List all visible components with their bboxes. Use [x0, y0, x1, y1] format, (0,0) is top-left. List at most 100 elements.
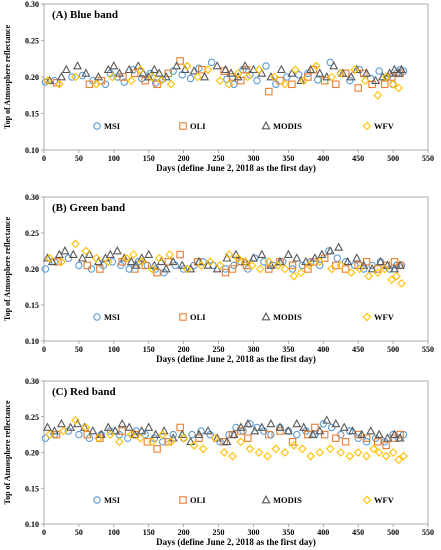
- data-point-oli: [265, 87, 273, 96]
- y-tick-label: 0.30: [25, 193, 39, 202]
- x-tick-label: 350: [282, 528, 294, 537]
- series-msi: [41, 58, 408, 89]
- data-point-wfv: [254, 448, 264, 457]
- data-point-wfv: [182, 264, 192, 274]
- data-point-modis: [396, 64, 406, 74]
- data-point-wfv: [219, 448, 229, 457]
- data-point-wfv: [71, 239, 80, 249]
- data-point-wfv: [355, 264, 364, 274]
- data-point-modis: [177, 429, 187, 438]
- data-point-modis: [112, 246, 122, 255]
- data-point-wfv: [296, 268, 306, 277]
- data-point-oli: [131, 69, 139, 78]
- data-point-oli: [153, 445, 161, 453]
- data-point-oli: [85, 80, 94, 89]
- y-tick-label: 0.25: [25, 413, 39, 422]
- data-point-msi: [120, 78, 129, 86]
- data-point-modis: [189, 66, 199, 75]
- data-point-wfv: [210, 433, 220, 443]
- legend-label: MODIS: [273, 121, 302, 131]
- data-point-oli: [311, 423, 319, 432]
- data-point-wfv: [179, 433, 189, 443]
- data-point-msi: [313, 76, 322, 84]
- data-point-oli: [320, 430, 329, 439]
- data-point-modis: [395, 433, 405, 442]
- data-point-oli: [195, 434, 203, 442]
- x-tick-label: 450: [352, 345, 364, 354]
- x-tick-label: 550: [422, 345, 434, 354]
- data-point-oli: [118, 427, 126, 435]
- x-tick-label: 50: [75, 528, 83, 537]
- data-point-modis: [240, 61, 250, 70]
- data-point-wfv: [205, 257, 215, 267]
- data-point-modis: [366, 426, 376, 435]
- data-point-wfv: [388, 79, 398, 89]
- data-point-wfv: [94, 433, 103, 443]
- data-point-wfv: [311, 61, 321, 71]
- legend-marker-oli: [179, 313, 187, 321]
- data-point-wfv: [353, 448, 363, 457]
- data-point-modis: [240, 256, 250, 266]
- data-point-wfv: [264, 257, 274, 267]
- data-point-oli: [288, 438, 297, 446]
- data-point-oli: [276, 76, 284, 85]
- data-point-wfv: [336, 68, 346, 78]
- data-point-wfv: [373, 268, 383, 277]
- data-point-msi: [125, 265, 133, 273]
- data-point-modis: [352, 64, 362, 74]
- data-point-wfv: [154, 253, 164, 263]
- legend-marker-wfv: [362, 312, 372, 322]
- data-point-modis: [137, 253, 147, 262]
- data-point-oli: [164, 438, 173, 446]
- data-point-wfv: [387, 275, 397, 285]
- data-point-wfv: [364, 271, 374, 281]
- data-point-oli: [368, 80, 376, 89]
- data-point-modis: [93, 72, 103, 81]
- data-point-msi: [389, 80, 397, 89]
- data-point-modis: [257, 249, 267, 258]
- data-point-wfv: [273, 261, 283, 270]
- data-point-msi: [333, 254, 341, 262]
- data-point-modis: [151, 429, 161, 438]
- x-axis-label: Days (define June 2, 2018 as the first d…: [156, 163, 316, 173]
- data-point-wfv: [233, 68, 243, 78]
- data-point-modis: [72, 61, 83, 70]
- data-point-wfv: [271, 444, 281, 454]
- data-point-modis: [203, 426, 213, 435]
- chart-title: (C) Red band: [52, 386, 116, 398]
- data-point-msi: [239, 427, 247, 435]
- data-point-modis: [292, 253, 302, 262]
- legend-label: MODIS: [273, 312, 302, 322]
- y-tick-label: 0.15: [25, 301, 39, 310]
- data-point-wfv: [91, 253, 101, 263]
- data-point-msi: [260, 258, 268, 266]
- legend-marker-wfv: [362, 495, 372, 505]
- legend-label: OLI: [190, 121, 206, 131]
- y-tick-label: 0.10: [25, 146, 39, 155]
- data-point-wfv: [126, 76, 136, 86]
- data-point-wfv: [115, 437, 124, 447]
- data-point-msi: [64, 427, 73, 435]
- data-point-modis: [248, 253, 258, 262]
- y-tick-label: 0.30: [25, 0, 39, 9]
- y-tick-label: 0.10: [25, 337, 39, 346]
- data-point-modis: [186, 436, 196, 446]
- data-point-wfv: [59, 426, 68, 436]
- data-point-wfv: [166, 79, 176, 89]
- data-point-modis: [117, 418, 127, 428]
- x-tick-label: 200: [178, 345, 190, 354]
- data-point-oli: [332, 80, 340, 89]
- data-point-wfv: [306, 451, 316, 461]
- y-tick-label: 0.15: [25, 484, 39, 493]
- data-point-wfv: [394, 83, 404, 93]
- data-point-modis: [105, 249, 115, 258]
- data-point-msi: [283, 73, 291, 81]
- data-point-modis: [172, 61, 182, 70]
- data-point-modis: [233, 72, 243, 81]
- x-tick-label: 350: [282, 154, 294, 163]
- data-point-modis: [161, 72, 171, 81]
- data-point-wfv: [81, 246, 91, 256]
- data-point-wfv: [247, 261, 257, 270]
- data-point-oli: [304, 265, 312, 273]
- x-axis-label: Days (define June 2, 2018 as the first d…: [156, 537, 316, 547]
